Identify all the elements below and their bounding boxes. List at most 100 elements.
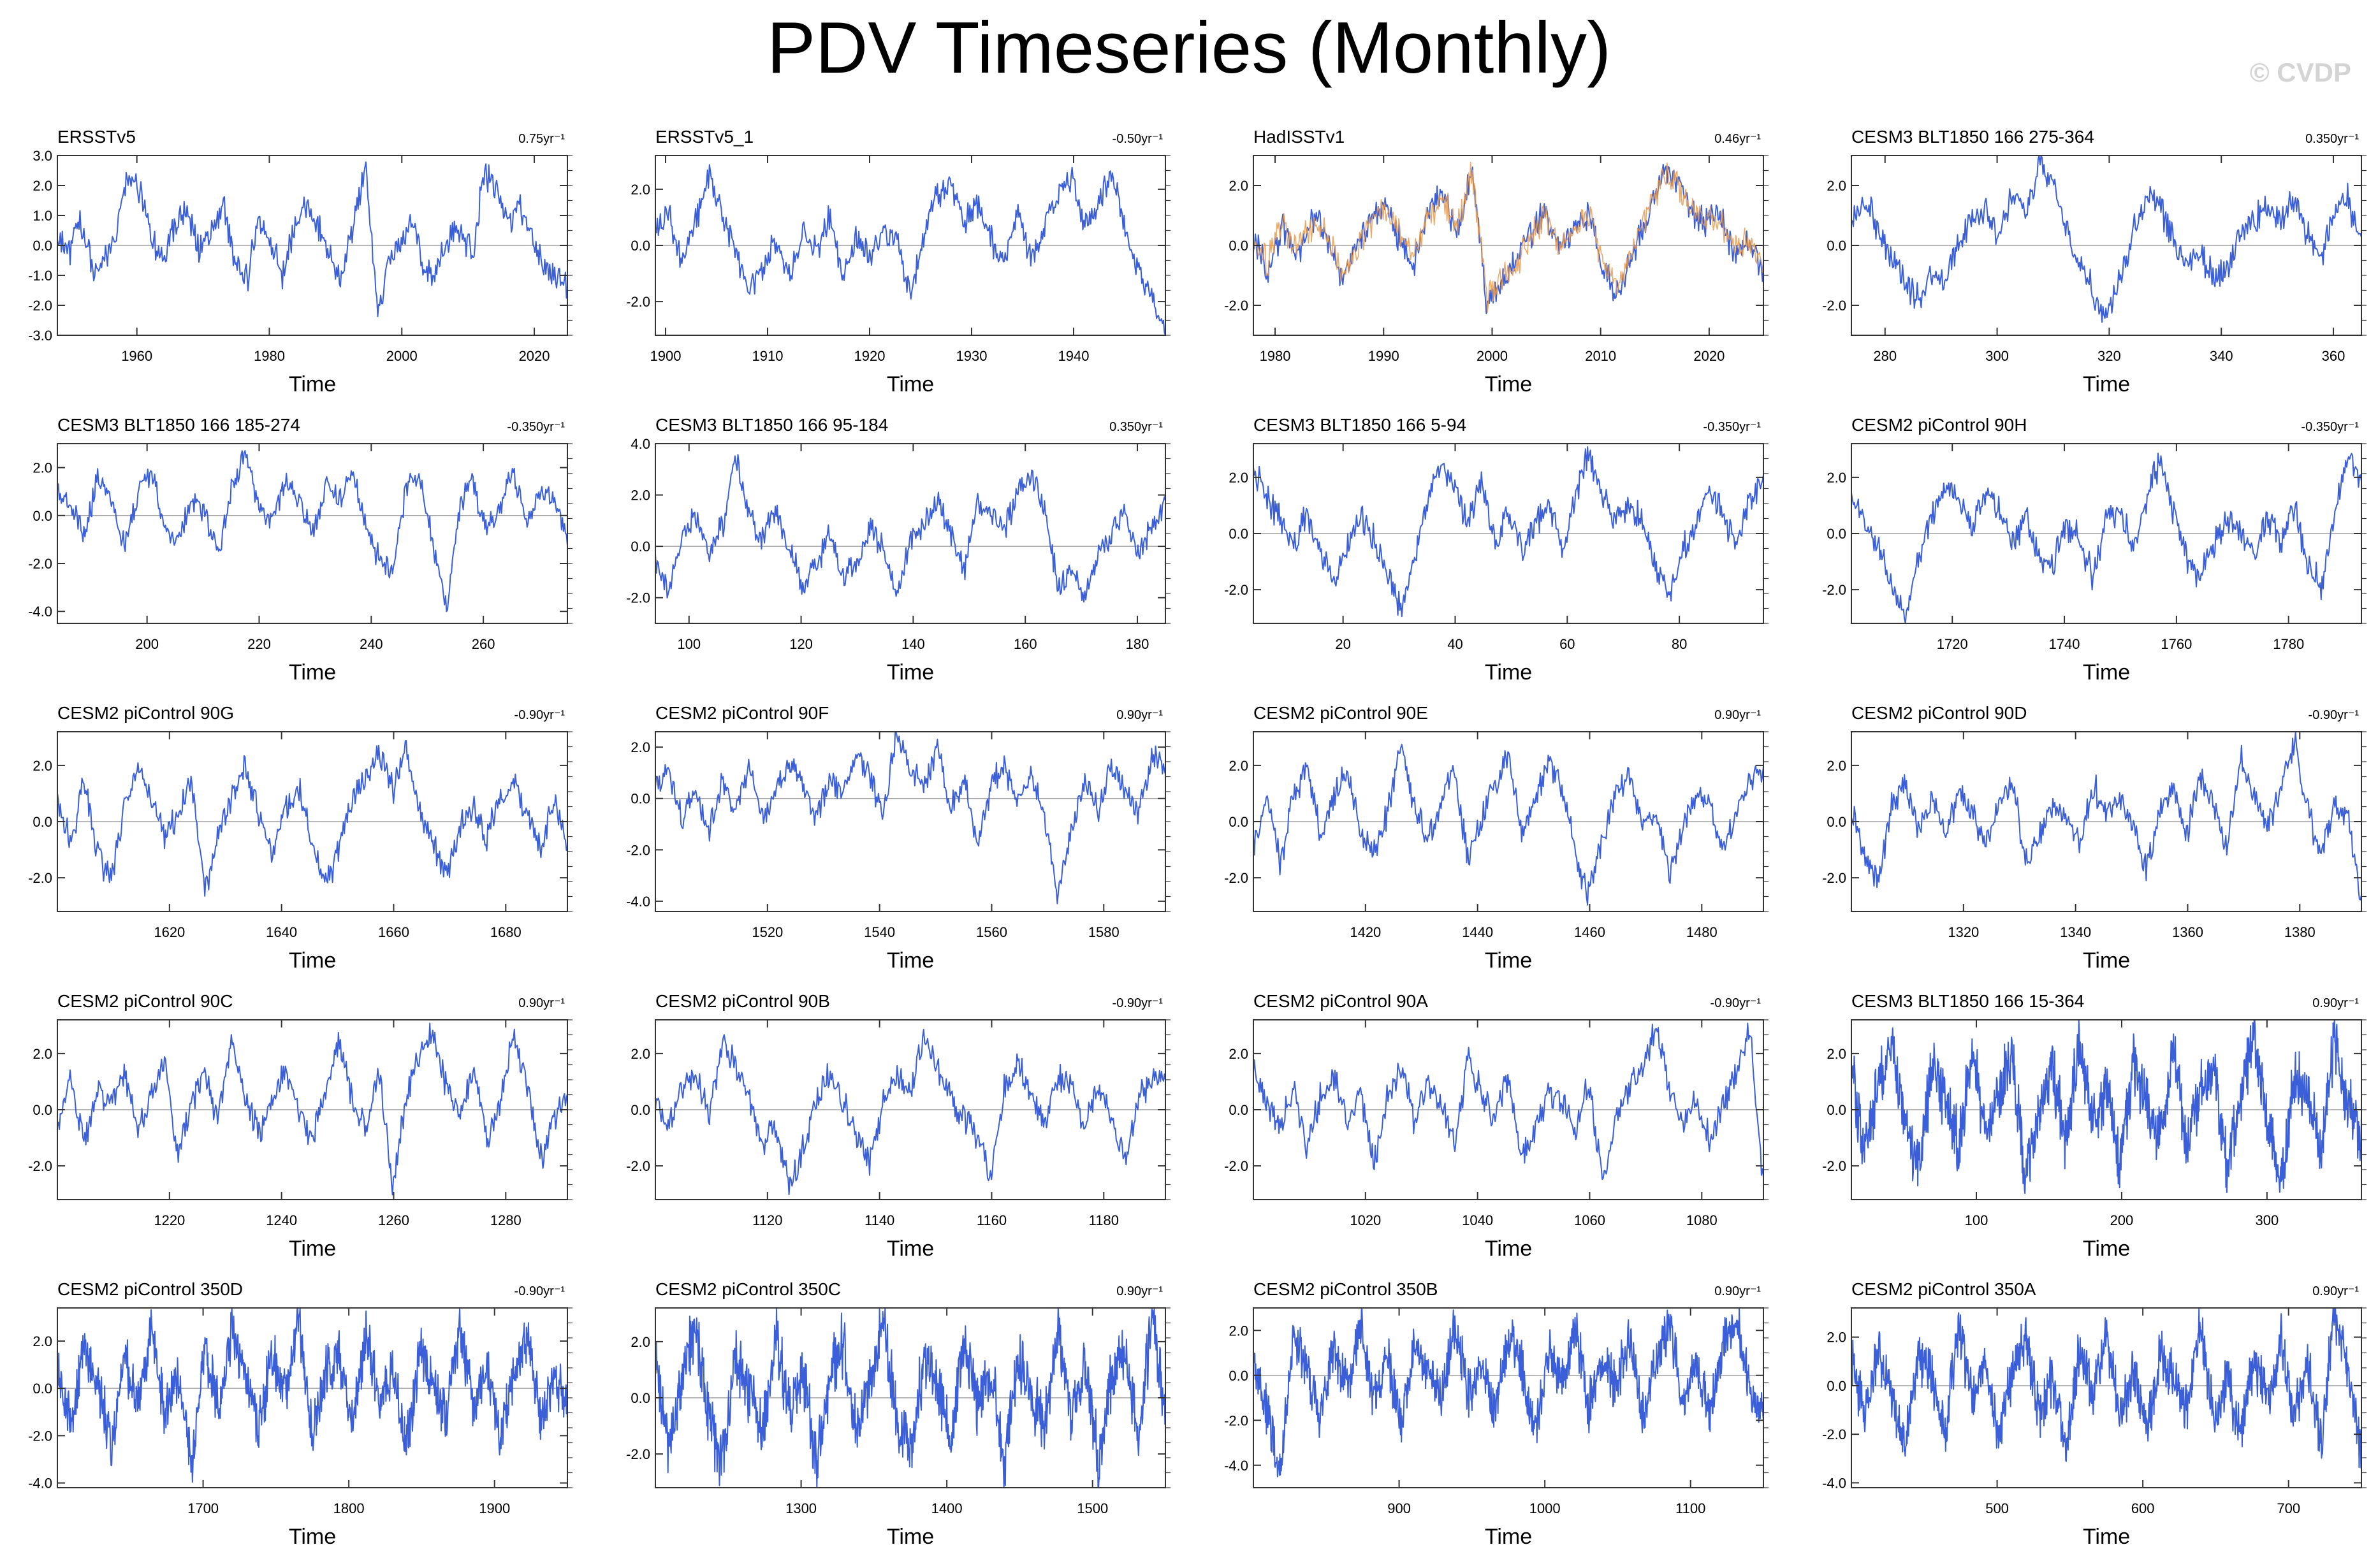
x-axis-title: Time: [289, 372, 336, 396]
chart-panel: CESM3 BLT1850 166 5-94 -0.350yr⁻¹ 2.0 0.0 -2…: [1224, 415, 1769, 685]
y-tick-label: 2.0: [1827, 178, 1846, 194]
trend-label: 0.90yr⁻¹: [2312, 1284, 2359, 1298]
panel-title: CESM3 BLT1850 166 5-94: [1253, 415, 1466, 435]
panel-title: CESM2 piControl 90F: [655, 703, 829, 723]
y-tick-label: -2.0: [28, 870, 52, 886]
x-tick-label: 20: [1335, 636, 1350, 652]
y-tick-label: 0.0: [631, 1102, 650, 1118]
panel-title: CESM2 piControl 350B: [1253, 1279, 1438, 1299]
y-tick-label: -3.0: [28, 328, 52, 344]
y-tick-label: 3.0: [33, 148, 52, 164]
y-tick-label: -2.0: [1822, 1426, 1846, 1442]
trend-label: 0.90yr⁻¹: [1714, 1284, 1761, 1298]
y-tick-label: -2.0: [28, 556, 52, 572]
y-tick-label: -4.0: [1822, 1475, 1846, 1491]
y-tick-label: -2.0: [1822, 1158, 1846, 1174]
x-tick-label: 1060: [1574, 1212, 1605, 1228]
x-tick-label: 700: [2277, 1500, 2300, 1516]
x-tick-label: 100: [677, 636, 701, 652]
x-tick-label: 1940: [1058, 348, 1090, 364]
trend-label: -0.50yr⁻¹: [1112, 132, 1163, 146]
chart-panel: HadISSTv1 0.46yr⁻¹ 2.0 0.0 -2.0 1980 1990 2000 2…: [1224, 127, 1769, 396]
x-tick-label: 360: [2322, 348, 2345, 364]
x-tick-label: 1720: [1937, 636, 1968, 652]
figure-title: PDV Timeseries (Monthly): [767, 8, 1611, 89]
y-tick-label: -4.0: [626, 894, 650, 910]
y-tick-label: -1.0: [28, 268, 52, 284]
panel-title: HadISSTv1: [1253, 127, 1345, 147]
x-axis-title: Time: [2083, 660, 2130, 685]
x-tick-label: 1560: [976, 924, 1007, 940]
panel-title: CESM2 piControl 90H: [1851, 415, 2027, 435]
chart-panel: CESM2 piControl 90A -0.90yr⁻¹ 2.0 0.0 -2.0 10…: [1224, 991, 1769, 1261]
x-axis-title: Time: [2083, 1237, 2130, 1261]
series-line: [1851, 1019, 2362, 1194]
chart-panel: CESM3 BLT1850 166 15-364 0.90yr⁻¹ 2.0 0.0 -2…: [1822, 991, 2367, 1261]
y-tick-label: 0.0: [33, 814, 52, 830]
x-tick-label: 1540: [864, 924, 895, 940]
series-line: [57, 740, 568, 897]
x-tick-label: 900: [1387, 1500, 1411, 1516]
series-line: [1851, 731, 2362, 901]
series-line: [1851, 453, 2362, 624]
trend-label: 0.75yr⁻¹: [518, 132, 565, 146]
y-tick-label: 2.0: [631, 182, 650, 198]
x-tick-label: 1680: [490, 924, 522, 940]
x-tick-label: 1160: [977, 1212, 1007, 1228]
x-axis-title: Time: [1485, 948, 1532, 973]
series-line: [1253, 162, 1764, 314]
series-line: [1253, 1307, 1764, 1477]
trend-label: -0.90yr⁻¹: [514, 708, 565, 722]
chart-panel: CESM2 piControl 90E 0.90yr⁻¹ 2.0 0.0 -2.0 142…: [1224, 703, 1769, 973]
y-tick-label: 2.0: [33, 758, 52, 774]
x-tick-label: 260: [472, 636, 495, 652]
x-tick-label: 280: [1873, 348, 1897, 364]
x-tick-label: 80: [1672, 636, 1687, 652]
x-tick-label: 1020: [1350, 1212, 1381, 1228]
panel-title: CESM2 piControl 90B: [655, 991, 830, 1011]
x-axis-title: Time: [887, 948, 934, 973]
x-axis-title: Time: [887, 372, 934, 396]
x-tick-label: 60: [1559, 636, 1575, 652]
y-tick-label: 0.0: [1827, 238, 1846, 254]
x-tick-label: 200: [2110, 1212, 2134, 1228]
series-line: [57, 1022, 568, 1196]
trend-label: 0.90yr⁻¹: [518, 996, 565, 1010]
y-tick-label: -4.0: [28, 604, 52, 620]
chart-panel: CESM2 piControl 350D -0.90yr⁻¹ 2.0 0.0 -2.0 -…: [28, 1279, 573, 1549]
x-tick-label: 1920: [854, 348, 886, 364]
y-tick-label: -2.0: [28, 1428, 52, 1444]
y-tick-label: 0.0: [1229, 814, 1248, 830]
y-tick-label: -2.0: [28, 298, 52, 314]
x-tick-label: 300: [2255, 1212, 2279, 1228]
y-tick-label: -2.0: [1822, 298, 1846, 314]
x-axis-title: Time: [2083, 1525, 2130, 1549]
x-tick-label: 1080: [1686, 1212, 1718, 1228]
x-tick-label: 1500: [1077, 1500, 1108, 1516]
y-tick-label: -2.0: [1224, 1412, 1248, 1428]
y-tick-label: -2.0: [626, 294, 650, 310]
x-axis-title: Time: [2083, 372, 2130, 396]
x-tick-label: 2020: [519, 348, 550, 364]
y-tick-label: 0.0: [33, 238, 52, 254]
chart-panel: CESM2 piControl 90B -0.90yr⁻¹ 2.0 0.0 -2.0 11…: [626, 991, 1171, 1261]
x-tick-label: 1930: [956, 348, 988, 364]
x-axis-title: Time: [887, 1237, 934, 1261]
series-line: [1851, 155, 2362, 323]
x-tick-label: 1120: [752, 1212, 782, 1228]
panel-title: CESM2 piControl 350A: [1851, 1279, 2036, 1299]
cvdp-watermark: © CVDP: [2249, 57, 2351, 87]
x-tick-label: 1300: [785, 1500, 817, 1516]
y-tick-label: 0.0: [33, 1381, 52, 1397]
x-tick-label: 2020: [1693, 348, 1725, 364]
y-tick-label: 2.0: [33, 460, 52, 476]
y-tick-label: 0.0: [1827, 526, 1846, 542]
x-tick-label: 1180: [1089, 1212, 1119, 1228]
x-tick-label: 1280: [490, 1212, 522, 1228]
trend-label: -0.350yr⁻¹: [507, 420, 565, 434]
trend-label: -0.90yr⁻¹: [1112, 996, 1163, 1010]
x-tick-label: 220: [247, 636, 271, 652]
x-tick-label: 1900: [650, 348, 682, 364]
x-tick-label: 100: [1965, 1212, 1988, 1228]
y-tick-label: -2.0: [1822, 582, 1846, 598]
